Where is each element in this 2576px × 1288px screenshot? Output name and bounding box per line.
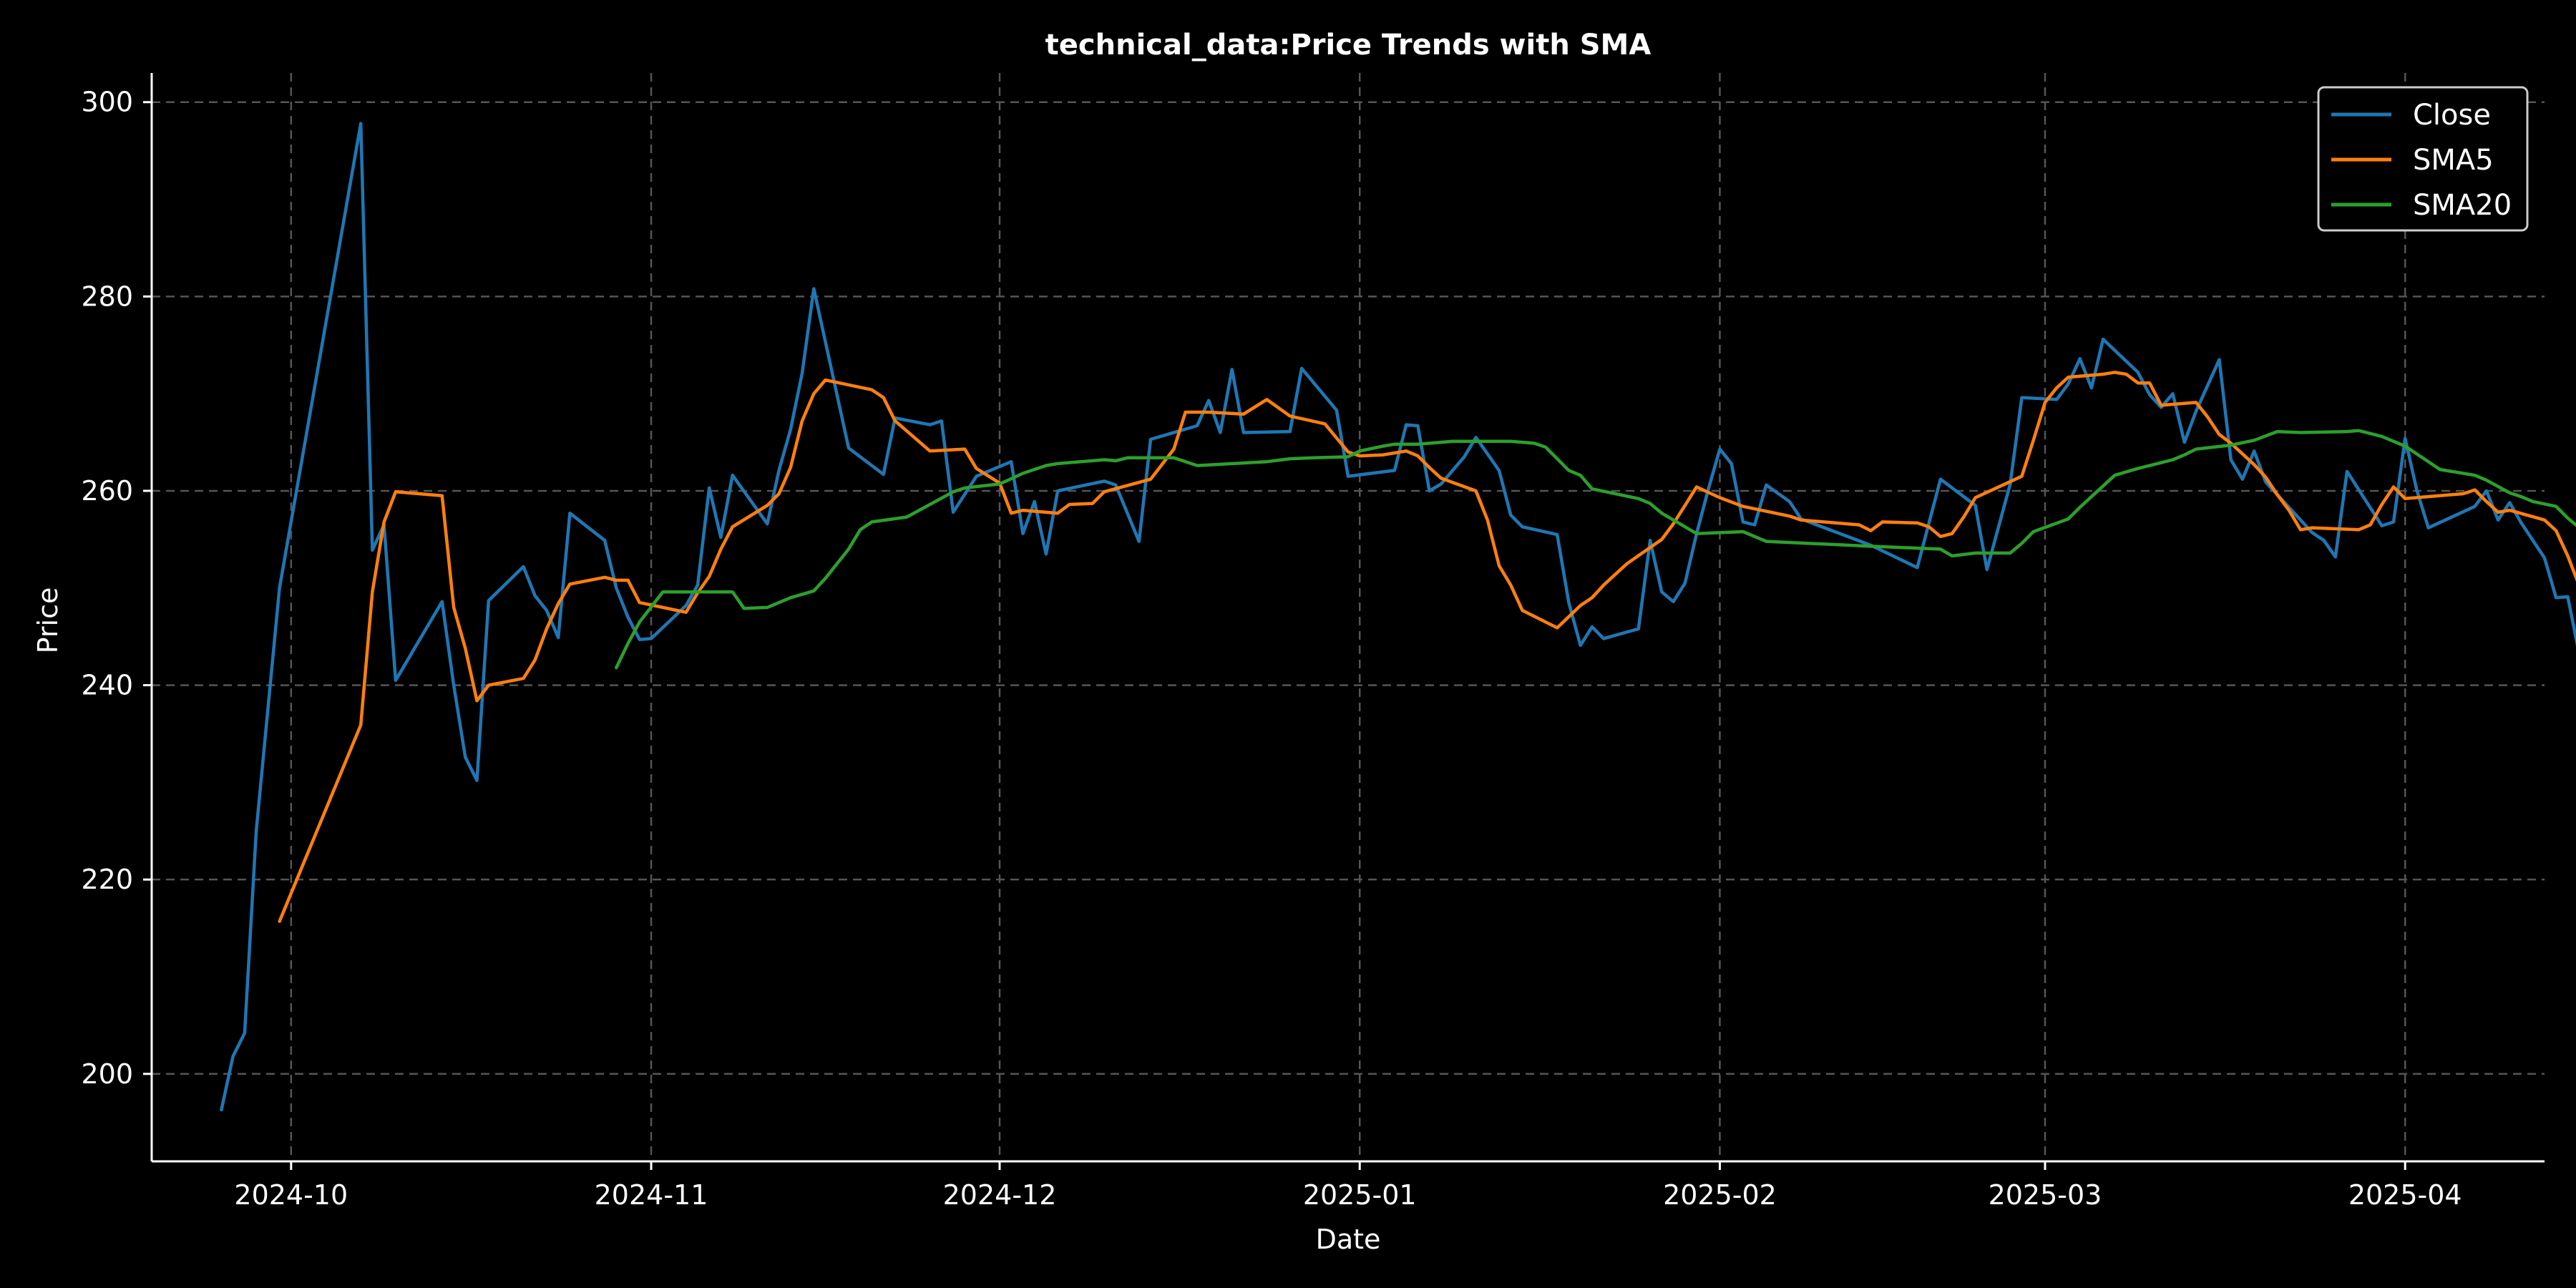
y-tick-label: 300 (81, 87, 133, 118)
x-tick-label: 2024-11 (595, 1179, 708, 1211)
chart-title: technical_data:Price Trends with SMA (1045, 29, 1652, 62)
x-tick-label: 2025-01 (1303, 1179, 1417, 1211)
series-layer (220, 122, 2576, 1112)
y-tick-label: 200 (81, 1058, 133, 1090)
y-axis-label: Price (32, 587, 64, 654)
y-tick-label: 240 (81, 670, 133, 701)
legend-label-sma5: SMA5 (2413, 144, 2494, 177)
legend-box (2317, 86, 2529, 232)
axes-layer (150, 73, 2545, 1163)
tick-layer: 2024-10 2024-11 2024-12 2025-01 2025-02 2025-… (81, 87, 2462, 1211)
x-axis-label: Date (1316, 1224, 1381, 1255)
legend: Close SMA5 SMA20 (2317, 86, 2529, 232)
x-tick-label: 2024-10 (234, 1179, 348, 1211)
y-tick-label: 220 (81, 864, 133, 895)
y-tick-label: 260 (81, 475, 133, 507)
series-line-close (220, 122, 2576, 1112)
legend-label-sma20: SMA20 (2413, 189, 2512, 222)
x-tick-label: 2024-12 (943, 1179, 1057, 1211)
x-tick-label: 2025-03 (1989, 1179, 2102, 1211)
y-tick-label: 280 (81, 280, 133, 312)
x-tick-label: 2025-04 (2348, 1179, 2462, 1211)
grid-layer (152, 73, 2545, 1161)
series-line-sma5 (278, 371, 2576, 923)
legend-label-close: Close (2413, 99, 2491, 132)
series-line-sma20 (615, 429, 2576, 670)
x-tick-label: 2025-02 (1663, 1179, 1777, 1211)
